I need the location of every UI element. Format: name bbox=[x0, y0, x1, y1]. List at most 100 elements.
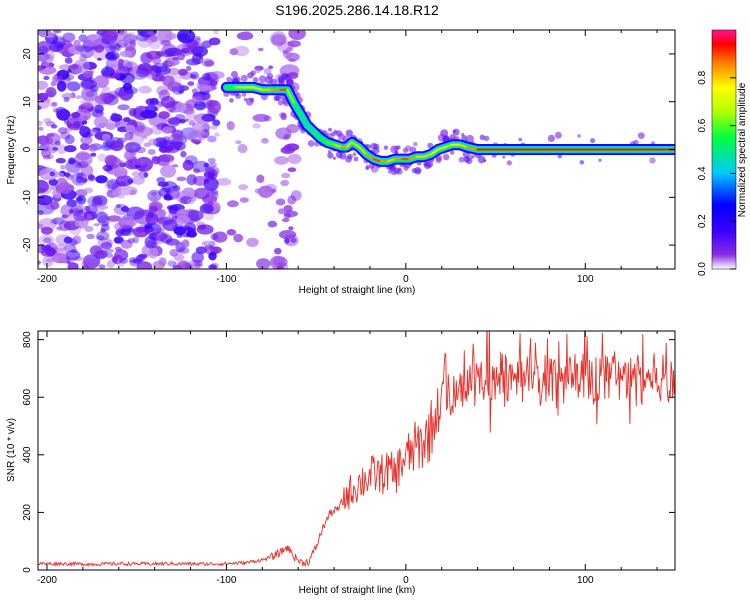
heatmap-noise-blob bbox=[206, 102, 214, 111]
heatmap-noise-blob bbox=[271, 34, 286, 46]
heatmap-ridge bbox=[220, 70, 675, 176]
heatmap-noise-blob bbox=[176, 176, 187, 182]
heatmap-noise-blob bbox=[91, 109, 104, 118]
snr-y-tick-label: 800 bbox=[22, 331, 33, 348]
heatmap-noise-blob bbox=[148, 34, 162, 50]
heatmap-noise-blob bbox=[98, 205, 109, 210]
heatmap-noise-blob bbox=[68, 209, 74, 214]
heatmap-noise-blob bbox=[61, 214, 69, 219]
heatmap-noise-blob bbox=[109, 140, 124, 152]
heatmap-noise-blob bbox=[274, 156, 289, 165]
heatmap-noise-blob bbox=[125, 124, 136, 132]
heatmap-noise-blob bbox=[162, 219, 178, 232]
heatmap-noise-blob bbox=[209, 246, 222, 254]
heatmap-noise-blob bbox=[229, 48, 239, 56]
heatmap-noise-blob bbox=[50, 102, 58, 108]
heatmap-noise-blob bbox=[186, 230, 198, 238]
heatmap-ridge-halo bbox=[226, 76, 232, 83]
heatmap-ridge-halo bbox=[427, 163, 431, 167]
heatmap-noise-blob bbox=[82, 101, 93, 110]
heatmap-noise-blob bbox=[38, 126, 44, 131]
heatmap-noise-blob bbox=[226, 121, 235, 131]
heatmap-noise-blob bbox=[167, 67, 181, 76]
heatmap-ridge-core bbox=[372, 158, 382, 163]
heatmap-noise-blob bbox=[64, 145, 77, 153]
heatmap-noise bbox=[38, 30, 306, 269]
heatmap-noise-blob bbox=[148, 138, 157, 146]
heatmap-noise-blob bbox=[67, 123, 75, 129]
heatmap-noise-blob bbox=[186, 174, 197, 186]
heatmap-ridge-halo bbox=[398, 167, 402, 171]
heatmap-noise-blob bbox=[84, 225, 94, 232]
heatmap-noise-blob bbox=[96, 211, 109, 223]
heatmap-noise-blob bbox=[123, 86, 138, 95]
heatmap-noise-blob bbox=[118, 217, 137, 228]
heatmap-ridge-halo bbox=[633, 139, 639, 146]
heatmap-noise-blob bbox=[80, 177, 88, 183]
heatmap-noise-blob bbox=[152, 260, 165, 269]
heatmap-noise-blob bbox=[256, 258, 271, 269]
heatmap-noise-blob bbox=[254, 68, 261, 74]
heatmap-noise-blob bbox=[116, 32, 133, 44]
heatmap-noise-blob bbox=[203, 213, 215, 221]
heatmap-ridge-halo bbox=[557, 154, 562, 159]
heatmap-noise-blob bbox=[160, 39, 172, 46]
heatmap-noise-blob bbox=[186, 110, 197, 121]
heatmap-noise-blob bbox=[87, 144, 98, 152]
heatmap-noise-blob bbox=[162, 75, 175, 87]
heatmap-noise-blob bbox=[38, 92, 49, 102]
heatmap-noise-blob bbox=[283, 205, 293, 212]
heatmap-noise-blob bbox=[155, 50, 165, 57]
heatmap-noise-blob bbox=[187, 130, 204, 143]
heatmap-noise-blob bbox=[182, 187, 196, 197]
heatmap-noise-blob bbox=[50, 218, 58, 225]
heatmap-noise-blob bbox=[208, 187, 215, 192]
heatmap-noise-blob bbox=[210, 233, 219, 241]
heatmap-noise-blob bbox=[190, 74, 197, 79]
heatmap-noise-blob bbox=[207, 157, 216, 164]
heatmap-noise-blob bbox=[169, 249, 179, 257]
heatmap-noise-blob bbox=[128, 107, 137, 117]
colorbar-label: Normalized spectral amplitude bbox=[737, 82, 748, 217]
heatmap-noise-blob bbox=[67, 69, 72, 73]
heatmap-ridge-halo bbox=[387, 170, 392, 174]
heatmap-noise-blob bbox=[75, 95, 83, 100]
heatmap-ridge-halo bbox=[413, 141, 418, 147]
heatmap-noise-blob bbox=[212, 119, 221, 127]
heatmap-ridge-core bbox=[458, 143, 468, 149]
heatmap-noise-blob bbox=[101, 66, 115, 77]
heatmap-noise-blob bbox=[48, 178, 58, 186]
heatmap-noise-blob bbox=[55, 157, 66, 164]
heatmap-noise-blob bbox=[38, 188, 46, 193]
heatmap-noise-blob bbox=[58, 220, 71, 232]
heatmap-noise-blob bbox=[151, 62, 168, 73]
heatmap-noise-blob bbox=[140, 109, 158, 119]
colorbar-tick-label: 0.4 bbox=[697, 166, 708, 180]
heatmap-noise-blob bbox=[176, 234, 183, 238]
heatmap-noise-blob bbox=[53, 171, 64, 178]
heatmap-noise-blob bbox=[38, 218, 57, 231]
colorbar-tick-label: 0.0 bbox=[697, 262, 708, 276]
heatmap-noise-blob bbox=[101, 93, 115, 105]
heatmap-noise-blob bbox=[93, 44, 105, 53]
heatmap-noise-blob bbox=[86, 233, 95, 240]
heatmap-ridge-halo bbox=[483, 135, 490, 142]
heatmap-noise-blob bbox=[277, 262, 283, 266]
heatmap-noise-blob bbox=[137, 37, 152, 48]
heatmap-ridge-core bbox=[422, 153, 432, 158]
heatmap-ridge-core bbox=[365, 153, 375, 161]
heatmap-noise-blob bbox=[73, 39, 81, 48]
heatmap-ridge-halo bbox=[230, 70, 239, 79]
colorbar-ticks: 0.0 0.2 0.4 0.6 0.8 bbox=[697, 70, 736, 276]
heatmap-noise-blob bbox=[287, 153, 302, 165]
heatmap-noise-blob bbox=[286, 124, 299, 134]
heatmap-noise-blob bbox=[38, 135, 50, 146]
heatmap-noise-blob bbox=[214, 132, 220, 137]
heatmap-noise-blob bbox=[144, 235, 157, 249]
heatmap-noise-blob bbox=[179, 119, 186, 124]
heatmap-ridge-core bbox=[293, 103, 303, 117]
heatmap-noise-blob bbox=[187, 198, 195, 205]
heatmap-noise-blob bbox=[134, 164, 141, 169]
